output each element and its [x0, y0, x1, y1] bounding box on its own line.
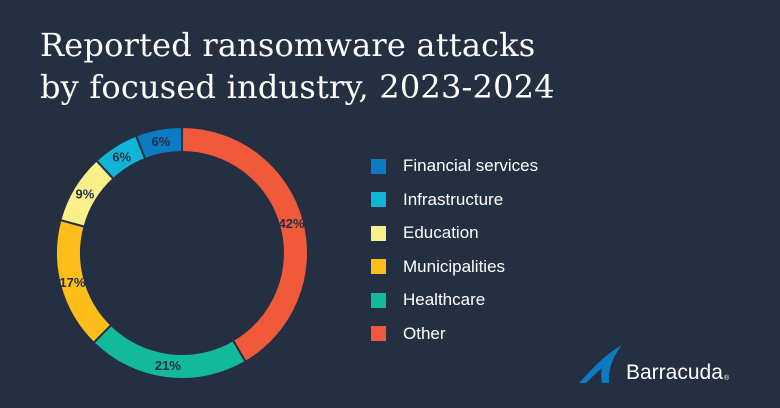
legend-item-infrastructure: Infrastructure	[371, 189, 538, 211]
data-label-education: 9%	[76, 187, 95, 202]
legend-label: Education	[403, 223, 479, 242]
chart-title: Reported ransomware attacks by focused i…	[40, 24, 640, 108]
legend-swatch	[371, 292, 386, 308]
legend-swatch	[371, 158, 386, 174]
legend-label: Other	[403, 323, 446, 343]
data-label-financial-services: 6%	[152, 134, 171, 149]
legend-label: Healthcare	[403, 290, 486, 309]
legend-label: Infrastructure	[403, 189, 504, 209]
chart-title-line-2: by focused industry, 2023-2024	[40, 68, 555, 106]
data-label-other: 42%	[279, 216, 305, 231]
legend-label: Financial services	[403, 156, 539, 175]
legend-item-financial-services: Financial services	[371, 155, 538, 177]
legend-swatch	[371, 192, 386, 207]
data-label-infrastructure: 6%	[112, 149, 131, 164]
legend-item-education: Education	[371, 222, 538, 244]
legend-item-municipalities: Municipalities	[371, 256, 538, 278]
brand-logo: Barracuda ®	[578, 344, 729, 384]
data-label-healthcare: 21%	[155, 358, 181, 373]
slice-financial-services	[134, 125, 183, 161]
legend-item-healthcare: Healthcare	[371, 289, 538, 311]
barracuda-fin-icon	[579, 345, 622, 383]
legend-swatch	[371, 259, 386, 274]
chart-title-line-1: Reported ransomware attacks	[40, 26, 536, 64]
data-label-municipalities: 17%	[59, 275, 85, 290]
brand-registered-mark: ®	[723, 375, 730, 382]
legend-item-other: Other	[371, 323, 538, 345]
slice-other	[181, 125, 309, 364]
legend-swatch	[371, 326, 386, 341]
legend-label: Municipalities	[403, 256, 506, 276]
brand-name: Barracuda	[626, 361, 723, 384]
chart-legend: Financial services Infrastructure Educatio…	[371, 155, 538, 356]
legend-swatch	[371, 225, 386, 241]
